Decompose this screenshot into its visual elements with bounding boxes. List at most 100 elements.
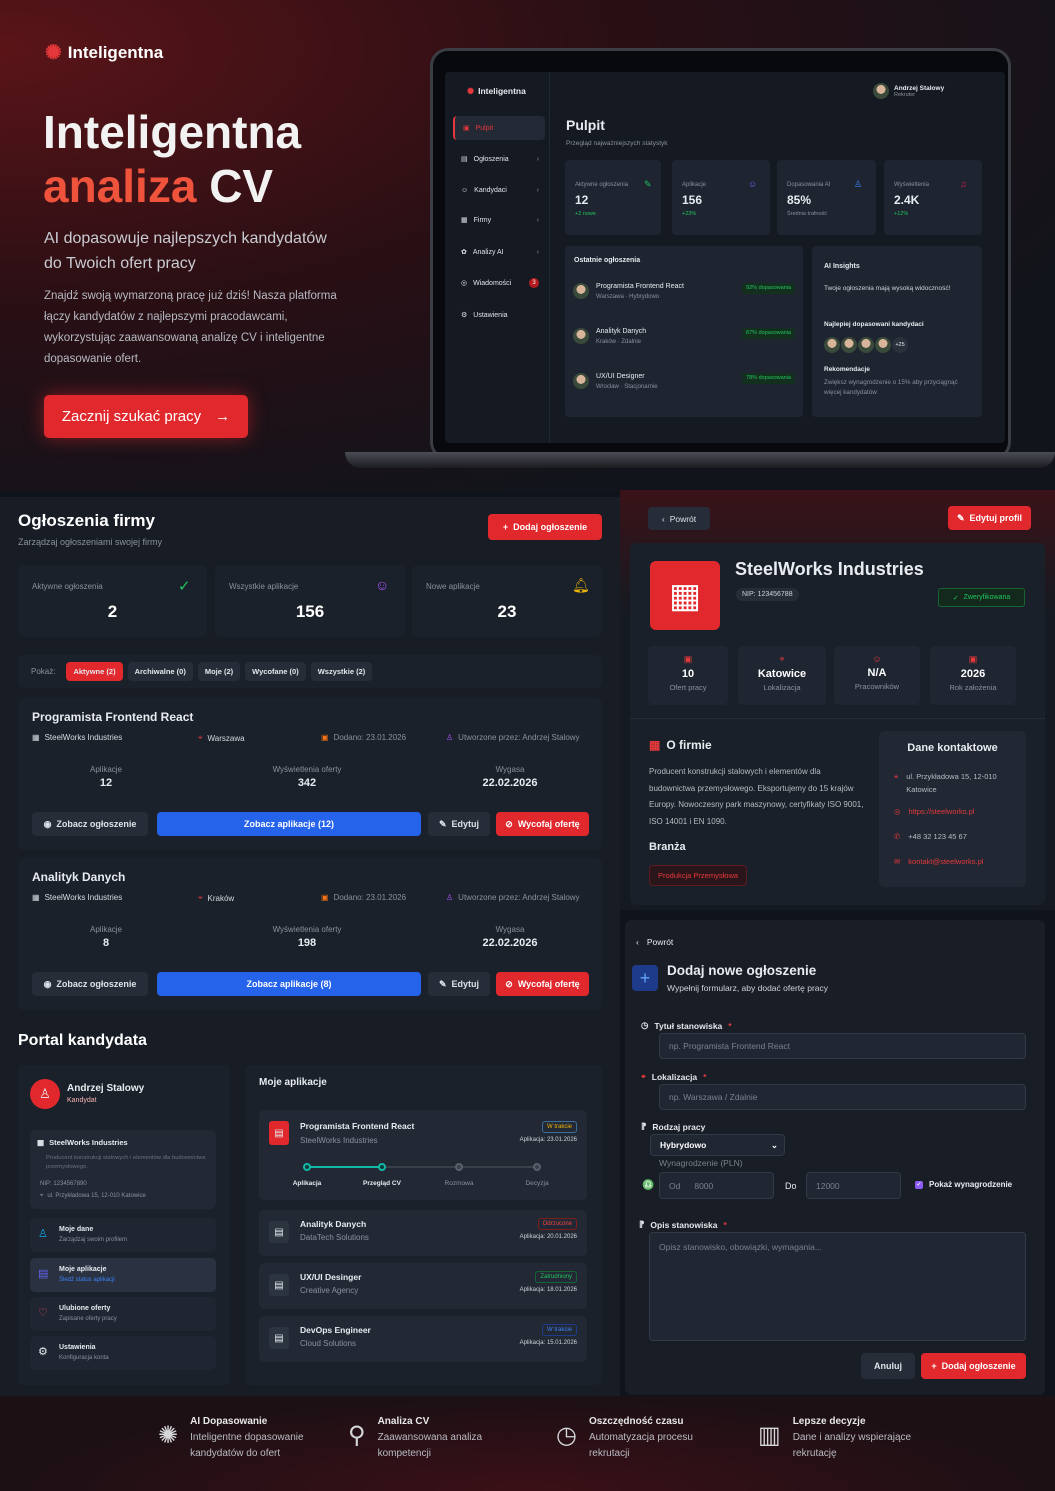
job-title-input[interactable]: np. Programista Frontend React xyxy=(659,1033,1026,1059)
start-search-button[interactable]: Zacznij szukać pracy → xyxy=(44,395,248,438)
application-company: DataTech Solutions xyxy=(300,1233,369,1242)
edit-profile-button[interactable]: ✎ Edytuj profil xyxy=(948,506,1031,530)
filter-active[interactable]: Aktywne (2) xyxy=(66,662,123,681)
salary-to-input[interactable]: 12000 xyxy=(806,1172,901,1199)
filter-archived[interactable]: Archiwalne (0) xyxy=(127,662,193,681)
menu-my-applications[interactable]: ▤ Moje aplikacje Śledź status aplikacji xyxy=(30,1258,216,1292)
application-title: Analityk Danych xyxy=(300,1219,367,1229)
view-posting-button[interactable]: ◉ Zobacz ogłoszenie xyxy=(32,972,148,996)
job-title-label: ◷ Tytuł stanowiska * xyxy=(641,1020,732,1031)
building-icon: ▦ xyxy=(461,217,468,224)
button-label: Zobacz aplikacje (8) xyxy=(246,979,332,989)
recent-item[interactable]: UX/UI Designer Wrocław · Stacjonarnie 78% … xyxy=(573,373,795,390)
application-item[interactable]: ▤ DevOps Engineer Cloud Solutions W trakcie… xyxy=(259,1316,587,1362)
application-date: Aplikacja: 23.01.2026 xyxy=(519,1137,577,1143)
stat-value: 22.02.2026 xyxy=(482,937,538,949)
progress-fill xyxy=(307,1166,384,1168)
company-name: SteelWorks Industries xyxy=(44,893,123,902)
menu-favorites[interactable]: ♡ Ulubione oferty Zapisane oferty pracy xyxy=(30,1297,216,1331)
stat-label: Aplikacje xyxy=(89,765,122,774)
menu-my-data[interactable]: ♙ Moje dane Zarządzaj swoim profilem xyxy=(30,1218,216,1252)
nav-firmy[interactable]: ▦ Firmy › xyxy=(453,208,545,232)
view-applications-button[interactable]: Zobacz aplikacje (12) xyxy=(157,812,421,836)
submit-posting-button[interactable]: + Dodaj ogłoszenie xyxy=(921,1353,1026,1379)
company-heading: ▦ SteelWorks Industries xyxy=(37,1138,128,1147)
work-type-select[interactable]: Hybrydowo ⌄ xyxy=(650,1134,785,1156)
user-name: Andrzej Stalowy xyxy=(894,84,945,92)
gear-icon: ⚙ xyxy=(461,312,468,319)
nav-label: Kandydaci xyxy=(474,186,507,194)
button-label: Edytuj xyxy=(451,819,480,829)
edit-button[interactable]: ✎ Edytuj xyxy=(428,972,490,996)
features-footer xyxy=(0,1396,1055,1491)
filter-withdrawn[interactable]: Wycofane (0) xyxy=(245,662,306,681)
recent-item[interactable]: Analityk Danych Kraków · Zdalnie 87% dopas… xyxy=(573,328,795,345)
back-button[interactable]: ‹ Powrót xyxy=(648,507,710,530)
to-value: 12000 xyxy=(816,1180,840,1191)
pencil-icon: ✎ xyxy=(438,978,447,989)
application-item[interactable]: ▤ Programista Frontend React SteelWorks … xyxy=(259,1110,587,1200)
ban-icon: ⊘ xyxy=(505,818,513,829)
recent-item[interactable]: Programista Frontend React Warszawa · Hyb… xyxy=(573,283,795,300)
stat-card: Nowe aplikacje 🔔︎ 23 xyxy=(412,565,602,637)
stat-note: +2 nowe xyxy=(575,211,596,217)
label-text: Rodzaj pracy xyxy=(652,1121,706,1132)
add-posting-button[interactable]: + Dodaj ogłoszenie xyxy=(488,514,602,540)
withdraw-button[interactable]: ⊘ Wycofaj ofertę xyxy=(496,812,589,836)
stat-label: Wszystkie aplikacje xyxy=(229,582,299,591)
laptop-base xyxy=(345,452,1055,468)
filter-label: Pokaż: xyxy=(31,667,56,676)
nav-ustawienia[interactable]: ⚙ Ustawienia xyxy=(453,303,545,327)
button-label: Powrót xyxy=(669,513,697,524)
location-input[interactable]: np. Warszawa / Zdalnie xyxy=(659,1084,1026,1110)
nav-wiadomosci[interactable]: ◎ Wiadomości 3 xyxy=(453,271,545,295)
stat-card: Aktywne ogłoszenia ✎ 12 +2 nowe xyxy=(565,160,661,235)
nav-ogloszenia[interactable]: ▤ Ogłoszenia › xyxy=(453,147,545,171)
button-label: Wycofaj ofertę xyxy=(517,979,580,989)
ai-user-icon: ♙ xyxy=(854,179,863,189)
salary-from-input[interactable]: Od 8000 xyxy=(659,1172,774,1199)
company-nip: NIP: 123456788 xyxy=(736,588,799,601)
nav-kandydaci[interactable]: ☺ Kandydaci › xyxy=(453,178,545,202)
step-dot xyxy=(533,1163,541,1171)
description-textarea[interactable]: Opisz stanowisko, obowiązki, wymagania..… xyxy=(649,1232,1026,1341)
cancel-button[interactable]: Anuluj xyxy=(861,1353,915,1379)
stat-value: 2 xyxy=(107,602,118,621)
candidate-profile-card: ♙ Andrzej Stalowy Kandydat ▦ SteelWorks I… xyxy=(18,1065,230,1385)
job-stat-expires: Wygasa 22.02.2026 xyxy=(470,765,550,789)
withdraw-button[interactable]: ⊘ Wycofaj ofertę xyxy=(496,972,589,996)
candidate-avatars[interactable]: +25 xyxy=(824,337,908,353)
filter-mine[interactable]: Moje (2) xyxy=(197,662,241,681)
show-salary-checkbox[interactable]: ✓ Pokaż wynagrodzenie xyxy=(915,1180,1012,1189)
brand-logo[interactable]: ✺ Inteligentna xyxy=(45,40,163,65)
contact-email[interactable]: ✉ kontakt@steelworks.pl xyxy=(894,857,983,866)
application-title: Programista Frontend React xyxy=(300,1121,415,1131)
view-posting-button[interactable]: ◉ Zobacz ogłoszenie xyxy=(32,812,148,836)
bell-icon: ♫ xyxy=(960,179,967,189)
dashboard-user[interactable]: Andrzej Stalowy Rekruter xyxy=(873,83,944,99)
contact-website[interactable]: ◎ https://steelworks.pl xyxy=(894,807,974,816)
job-added-date: ▣ Dodano: 23.01.2026 xyxy=(321,733,406,742)
menu-settings[interactable]: ⚙ Ustawienia Konfiguracja konta xyxy=(30,1336,216,1370)
feature-cv-analysis: ⚲ Analiza CV Zaawansowana analiza kompeten… xyxy=(348,1416,493,1462)
ai-insights-panel: AI Insights Twoje ogłoszenia mają wysoką… xyxy=(812,246,982,417)
city: Kraków xyxy=(207,893,235,903)
stat-label: Nowe aplikacje xyxy=(426,582,480,591)
application-item[interactable]: ▤ UX/UI Desinger Creative Agency Zatrudnion… xyxy=(259,1263,587,1309)
nav-analizy-ai[interactable]: ✿ Analizy AI › xyxy=(453,240,545,264)
edit-button[interactable]: ✎ Edytuj xyxy=(428,812,490,836)
ban-icon: ⊘ xyxy=(505,978,513,989)
stat-label: Wyświetlenia xyxy=(894,182,929,188)
application-company: Cloud Solutions xyxy=(300,1339,357,1348)
stat-card: Dopasowania AI ♙ 85% Średnia trafność xyxy=(777,160,876,235)
application-item[interactable]: ▤ Analityk Danych DataTech Solutions Odrzuc… xyxy=(259,1210,587,1256)
form-back-button[interactable]: ‹ Powrót xyxy=(636,937,673,947)
recent-postings-panel: Ostatnie ogłoszenia Programista Frontend… xyxy=(565,246,803,417)
nav-pulpit[interactable]: ▣ Pulpit xyxy=(453,116,545,140)
salary-icon: ♎ xyxy=(642,1180,655,1191)
recent-item-title: Programista Frontend React xyxy=(596,283,684,290)
briefcase-icon: ▤ xyxy=(38,1268,49,1280)
step-dot xyxy=(303,1163,311,1171)
view-applications-button[interactable]: Zobacz aplikacje (8) xyxy=(157,972,421,996)
filter-all[interactable]: Wszystkie (2) xyxy=(310,662,373,681)
